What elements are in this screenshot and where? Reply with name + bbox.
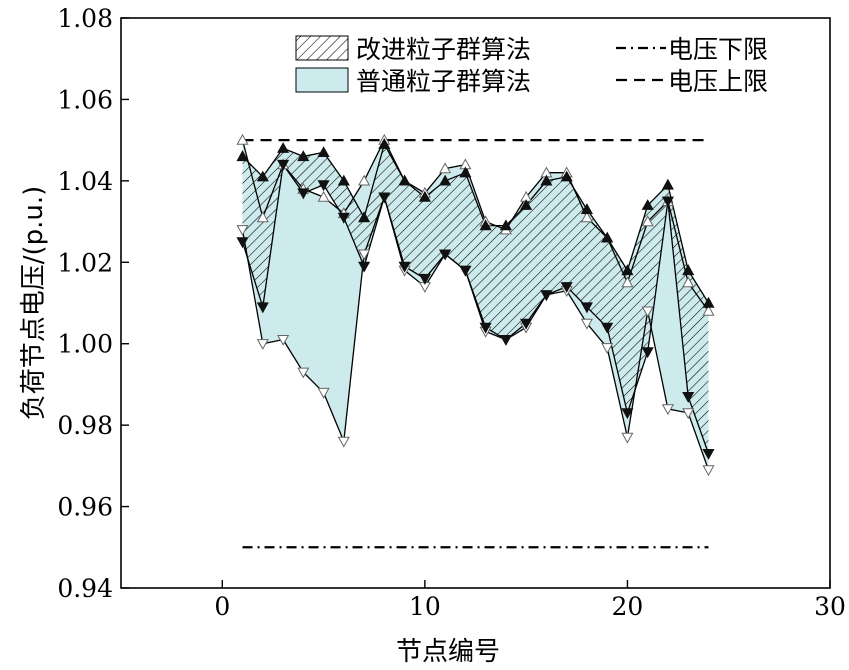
improved-lower-point bbox=[682, 392, 695, 403]
improved-lower-point bbox=[418, 273, 431, 285]
improved-lower-point bbox=[520, 318, 533, 330]
improved-lower-point bbox=[277, 159, 290, 171]
improved-upper-point bbox=[236, 150, 249, 162]
improved-upper-point bbox=[418, 190, 431, 202]
y-tick-label: 0.94 bbox=[57, 574, 113, 603]
y-tick-label: 0.98 bbox=[57, 411, 113, 440]
y-tick-label: 1.06 bbox=[57, 85, 113, 114]
improved-lower-point bbox=[661, 196, 674, 208]
normal-upper-point bbox=[580, 211, 593, 223]
normal-lower-point bbox=[297, 367, 310, 379]
legend-label-improved: 改进粒子群算法 bbox=[356, 35, 531, 64]
normal-lower-point bbox=[236, 225, 249, 236]
improved-lower-point bbox=[358, 261, 371, 273]
improved-lower-point bbox=[560, 282, 573, 293]
improved-lower-point bbox=[398, 261, 411, 273]
normal-upper-point bbox=[621, 276, 634, 288]
y-tick-label: 1.08 bbox=[57, 4, 113, 33]
x-tick-label: 10 bbox=[409, 592, 441, 621]
x-tick-label: 0 bbox=[214, 592, 230, 621]
x-axis-label: 节点编号 bbox=[396, 637, 500, 667]
normal-lower-point bbox=[337, 436, 350, 448]
axes: 0 10 20 30 0.94 0.96 0.98 1.00 1.02 1.04 1.06 1.08 bbox=[57, 4, 846, 621]
y-tick-label: 1.04 bbox=[57, 167, 113, 196]
improved-lower-point bbox=[317, 180, 330, 192]
legend-swatch-improved bbox=[295, 35, 349, 61]
improved-upper-point bbox=[520, 199, 533, 210]
normal-lower-point bbox=[702, 465, 715, 477]
y-tick-label: 1.02 bbox=[57, 248, 113, 277]
normal-lower-point bbox=[580, 318, 593, 330]
normal-upper-point bbox=[317, 190, 330, 202]
improved-upper-point bbox=[277, 142, 290, 153]
y-axis-label: 负荷节点电压/(p.u.) bbox=[19, 186, 49, 421]
improved-upper-point bbox=[621, 264, 634, 276]
improved-upper-point bbox=[682, 264, 695, 276]
improved-lower-point bbox=[580, 302, 593, 314]
normal-lower-point bbox=[601, 343, 614, 355]
normal-lower-point bbox=[317, 387, 330, 399]
normal-lower-point bbox=[661, 404, 674, 416]
x-tick-label: 30 bbox=[814, 592, 846, 621]
plot-frame bbox=[120, 17, 831, 589]
normal-lower-point bbox=[256, 339, 269, 350]
improved-upper-point bbox=[256, 170, 269, 182]
improved-upper-point bbox=[580, 203, 593, 214]
improved-lower-point bbox=[337, 212, 350, 224]
improved-upper-point bbox=[439, 174, 452, 186]
improved-upper-point bbox=[601, 231, 614, 243]
improved-upper-point bbox=[479, 219, 492, 231]
normal-upper-point bbox=[702, 304, 715, 316]
y-tick-label: 1.00 bbox=[57, 330, 113, 359]
improved-lower-point bbox=[499, 335, 512, 346]
improved-lower-point bbox=[256, 302, 269, 314]
normal-upper-point bbox=[682, 276, 695, 288]
improved-lower-point bbox=[297, 188, 310, 200]
normal-lower-point bbox=[621, 432, 634, 444]
normal-upper-point bbox=[439, 162, 452, 174]
improved-lower-point bbox=[459, 265, 472, 277]
legend-label-normal: 普通粒子群算法 bbox=[356, 67, 531, 96]
normal-upper-point bbox=[256, 211, 269, 223]
improved-upper-point bbox=[398, 174, 411, 186]
plot-area bbox=[236, 133, 715, 549]
legend: 改进粒子群算法 普通粒子群算法 电压下限 电压上限 bbox=[295, 35, 768, 96]
improved-lower-point bbox=[641, 347, 654, 359]
normal-lower-point bbox=[358, 249, 371, 261]
improved-lower-line bbox=[241, 162, 710, 454]
improved-upper-point bbox=[540, 174, 553, 186]
improved-lower-point bbox=[236, 237, 249, 249]
improved-upper-point bbox=[378, 137, 391, 149]
improved-lower-point bbox=[601, 322, 614, 334]
improved-upper-point bbox=[641, 199, 654, 210]
improved-upper-point bbox=[317, 146, 330, 157]
improved-upper-point bbox=[459, 166, 472, 178]
improved-upper-point bbox=[702, 296, 715, 308]
improved-lower-point bbox=[540, 290, 553, 302]
x-tick-label: 20 bbox=[612, 592, 644, 621]
improved-upper-point bbox=[560, 170, 573, 182]
normal-lower-point bbox=[641, 306, 654, 318]
improved-lower-point bbox=[378, 192, 391, 204]
improved-upper-point bbox=[358, 211, 371, 223]
normal-upper-point bbox=[641, 215, 654, 227]
normal-upper-point bbox=[358, 174, 371, 186]
legend-swatch-normal bbox=[295, 67, 349, 93]
improved-lower-point bbox=[439, 249, 452, 261]
legend-label-upper: 电压上限 bbox=[668, 67, 768, 96]
improved-lower-point bbox=[621, 408, 634, 420]
improved-upper-point bbox=[337, 174, 350, 186]
normal-lower-point bbox=[277, 335, 290, 346]
normal-upper-point bbox=[236, 133, 249, 145]
legend-label-lower: 电压下限 bbox=[668, 35, 768, 64]
improved-upper-point bbox=[499, 219, 512, 231]
y-tick-label: 0.96 bbox=[57, 493, 113, 522]
improved-upper-point bbox=[661, 178, 674, 190]
improved-upper-point bbox=[297, 150, 310, 162]
improved-lower-point bbox=[702, 449, 715, 460]
normal-lower-point bbox=[682, 408, 695, 420]
improved-lower-point bbox=[479, 322, 492, 334]
